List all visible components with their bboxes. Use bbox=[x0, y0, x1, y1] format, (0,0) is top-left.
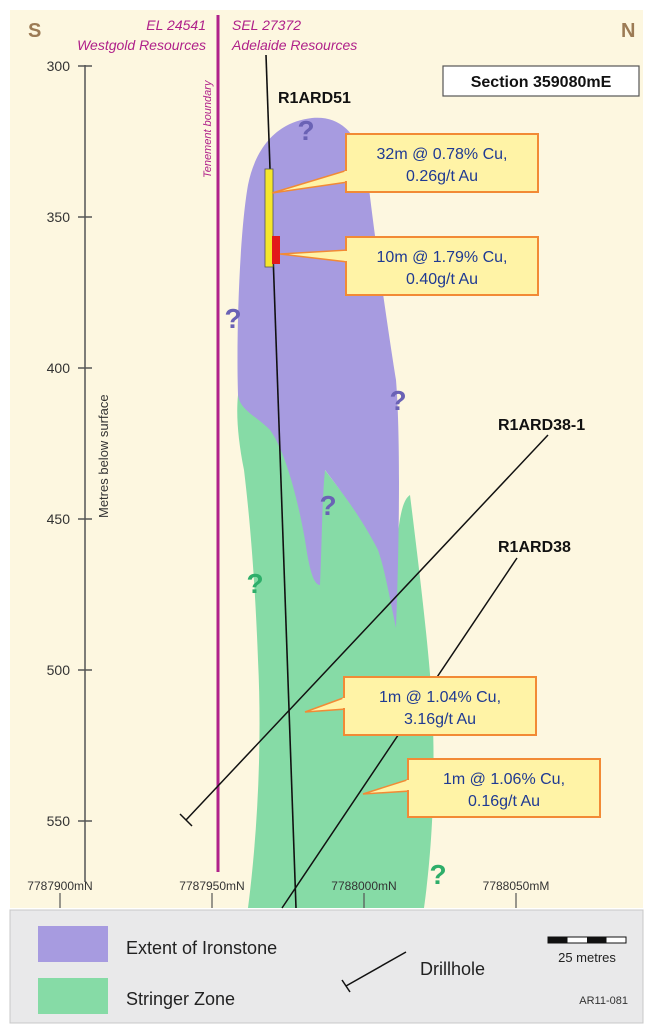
x-tick-label: 7787900mN bbox=[27, 879, 92, 893]
intercept-line1: 10m @ 1.79% Cu, bbox=[377, 249, 508, 266]
drillhole-label-r1ard38-1: R1ARD38-1 bbox=[498, 417, 585, 434]
intercept-line2: 3.16g/t Au bbox=[404, 711, 476, 728]
scale-bar bbox=[547, 936, 627, 944]
tenement-left-id: EL 24541 bbox=[146, 17, 206, 33]
legend-drillhole-collar bbox=[341, 979, 351, 993]
section-label-box bbox=[442, 65, 640, 97]
legend-panel bbox=[9, 909, 644, 1024]
drillhole-label-r1ard51: R1ARD51 bbox=[278, 90, 351, 107]
y-tick-label: 300 bbox=[47, 58, 71, 74]
intercept-line2: 0.40g/t Au bbox=[406, 271, 478, 288]
question-mark-icon: ? bbox=[224, 303, 241, 334]
tenement-right-holder: Adelaide Resources bbox=[231, 37, 357, 53]
intercept-line2: 0.16g/t Au bbox=[468, 793, 540, 810]
legend-swatch-ironstone bbox=[38, 926, 108, 962]
callout-box bbox=[345, 133, 539, 193]
tenement-left-holder: Westgold Resources bbox=[77, 37, 206, 53]
legend-drillhole-symbol bbox=[345, 951, 407, 987]
callout-box bbox=[407, 758, 601, 818]
intercept-line1: 1m @ 1.04% Cu, bbox=[379, 689, 501, 706]
y-axis-title: Metres below surface bbox=[96, 394, 111, 518]
x-tick-label: 7788050mM bbox=[483, 879, 550, 893]
y-tick-label: 550 bbox=[47, 813, 71, 829]
callout-box bbox=[345, 236, 539, 296]
legend-swatch-stringer bbox=[38, 978, 108, 1014]
legend-label-drillhole: Drillhole bbox=[420, 959, 485, 979]
drillhole-r1ard38-1 bbox=[185, 434, 549, 821]
y-tick-label: 350 bbox=[47, 209, 71, 225]
question-mark-icon: ? bbox=[297, 115, 314, 146]
x-tick-label: 7787950mN bbox=[179, 879, 244, 893]
figure-reference: AR11-081 bbox=[579, 995, 628, 1007]
intercept-bar-red bbox=[272, 236, 280, 264]
legend-label-ironstone: Extent of Ironstone bbox=[126, 938, 277, 958]
intercept-line1: 32m @ 0.78% Cu, bbox=[377, 146, 508, 163]
north-label: N bbox=[621, 20, 635, 42]
intercept-line1: 1m @ 1.06% Cu, bbox=[443, 771, 565, 788]
question-mark-icon: ? bbox=[319, 490, 336, 521]
tenement-right-id: SEL 27372 bbox=[232, 17, 301, 33]
drillhole-r1ard38-1-collar bbox=[179, 813, 193, 827]
stringer-zone bbox=[237, 382, 434, 908]
y-tick-label: 400 bbox=[47, 360, 71, 376]
scale-bar-label: 25 metres bbox=[558, 950, 616, 965]
x-axis-ticks bbox=[59, 893, 517, 908]
question-mark-icon: ? bbox=[429, 859, 446, 890]
x-tick-label: 7788000mN bbox=[331, 879, 396, 893]
question-mark-icon: ? bbox=[246, 568, 263, 599]
intercept-bar-yellow bbox=[264, 168, 274, 268]
intercept-line2: 0.26g/t Au bbox=[406, 168, 478, 185]
legend-label-stringer: Stringer Zone bbox=[126, 989, 235, 1009]
y-axis-ticks bbox=[78, 65, 92, 822]
callout-box bbox=[343, 676, 537, 736]
y-tick-label: 500 bbox=[47, 662, 71, 678]
drillhole-label-r1ard38: R1ARD38 bbox=[498, 539, 571, 556]
question-mark-icon: ? bbox=[389, 385, 406, 416]
tenement-boundary-label: Tenement boundary bbox=[202, 79, 214, 178]
y-tick-label: 450 bbox=[47, 511, 71, 527]
scale-bar-segment bbox=[548, 937, 568, 943]
section-label: Section 359080mE bbox=[471, 74, 612, 91]
south-label: S bbox=[28, 20, 41, 42]
scale-bar-segment bbox=[587, 937, 607, 943]
